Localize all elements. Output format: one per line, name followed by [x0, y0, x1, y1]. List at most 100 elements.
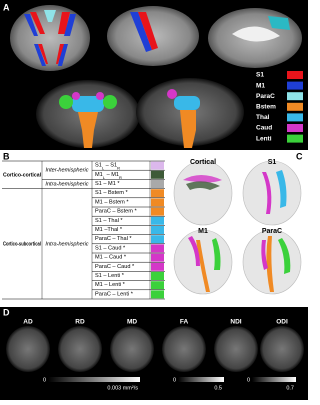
pair-label: S1 – Thal *: [95, 218, 123, 224]
legend-swatch: [287, 92, 303, 101]
pair-text: S1 – Thal *: [95, 218, 123, 224]
colorbar-min: 0: [247, 377, 250, 383]
pair-text: R: [119, 174, 122, 179]
tract-title: S1: [268, 159, 277, 166]
pair-swatch: [151, 198, 164, 207]
map-image: [214, 326, 258, 372]
pair-text: S1: [95, 163, 102, 169]
legend-swatch: [287, 113, 303, 122]
pair-text: R: [117, 165, 120, 170]
map-title: AD: [23, 319, 33, 326]
hemisphere-label: Inter-hemispheric: [45, 168, 88, 174]
legend-label: ParaC: [256, 93, 275, 100]
colorbar-max: 0.5: [214, 385, 222, 391]
panel-label: D: [3, 307, 10, 317]
legend-label: S1: [256, 72, 264, 79]
legend-swatch: [287, 102, 303, 111]
pair-swatch: [151, 253, 164, 262]
panel-label: C: [296, 151, 303, 161]
legend-label: M1: [256, 82, 265, 89]
pair-swatch: [151, 207, 164, 216]
pair-swatch: [151, 161, 164, 170]
pair-swatch: [151, 216, 164, 225]
map-title: ODI: [276, 319, 288, 326]
colorbar-max: 0.7: [286, 385, 294, 391]
legend-label: Caud: [256, 125, 272, 132]
map-image: [260, 326, 304, 372]
tract-title: ParaC: [262, 228, 282, 235]
pair-text: – S1: [104, 163, 117, 169]
pair-text: M1 – Lenti *: [95, 283, 126, 289]
pair-label: ParaC – Lenti *: [95, 292, 134, 298]
colorbar: [48, 377, 140, 382]
pair-label: ParaC – Caud *: [95, 264, 135, 270]
pair-text: M1 – Bstem *: [95, 200, 129, 206]
pair-text: L: [102, 165, 105, 170]
pair-label: S1 – Caud *: [95, 246, 126, 252]
panel-label: B: [3, 151, 10, 161]
pair-text: ParaC – Caud *: [95, 264, 135, 270]
pair-text: S1 – Bstem *: [95, 191, 128, 197]
pair-swatch: [151, 189, 164, 198]
brain-renders: [10, 5, 302, 148]
map-title: FA: [180, 319, 189, 326]
pair-label: S1 – Lenti *: [95, 273, 125, 279]
legend-label: Lenti: [256, 135, 272, 142]
pair-text: S1 – Lenti *: [95, 273, 125, 279]
pair-label: M1L – M1R: [95, 172, 122, 179]
pair-text: M1 – Caud *: [95, 255, 127, 261]
legend-label: Thal: [256, 114, 270, 121]
category-label: Cortico-subcortical: [3, 241, 41, 247]
tractography: [173, 160, 302, 295]
hemisphere-label: Intra-hemispheric: [45, 241, 88, 247]
pair-text: ParaC – Thal *: [95, 237, 132, 243]
pair-text: L: [103, 174, 106, 179]
colorbar: [252, 377, 296, 382]
pair-label: M1 – Caud *: [95, 255, 127, 261]
pair-swatch: [151, 170, 164, 179]
map-image: [110, 326, 154, 372]
pair-swatch: [151, 226, 164, 234]
pair-label: M1 –Thal *: [95, 227, 123, 233]
map-image: [58, 326, 102, 372]
legend-swatch: [287, 81, 303, 90]
tract-title: Cortical: [190, 159, 216, 166]
legend-label: Bstem: [256, 104, 276, 111]
pair-swatch: [151, 281, 164, 290]
category-label: Cortico-cortical: [3, 172, 41, 178]
map-image: [162, 326, 206, 372]
legend-swatch: [287, 71, 303, 79]
colorbar-min: 0: [43, 377, 46, 383]
pair-swatch: [151, 262, 164, 271]
colorbar-min: 0: [173, 377, 176, 383]
pair-swatch: [151, 180, 164, 188]
page: {"panel_a": {"label": "A", "legend": [ {…: [0, 0, 308, 400]
pair-swatch: [151, 235, 164, 244]
legend-swatch: [287, 134, 303, 143]
colorbar: [178, 377, 224, 382]
hemisphere-label: Intra-hemispheric: [45, 181, 88, 187]
pair-label: M1 – Bstem *: [95, 200, 129, 206]
pair-label: M1 – Lenti *: [95, 283, 126, 289]
pair-label: S1 – Bstem *: [95, 191, 128, 197]
pair-label: ParaC – Bstem *: [95, 209, 137, 215]
panel-label: A: [3, 2, 10, 12]
colorbar-max: 0.003 mm²/s: [107, 385, 138, 391]
pair-text: ParaC – Lenti *: [95, 292, 134, 298]
pair-text: S1 – Caud *: [95, 246, 126, 252]
pair-swatch: [151, 244, 164, 253]
legend: S1 M1 ParaC Bstem Thal Caud Lenti: [256, 71, 303, 143]
pair-label: S1L – S1R: [95, 163, 120, 170]
pair-label: S1 – M1 *: [95, 181, 120, 187]
pair-swatch: [151, 290, 164, 299]
pair-swatch: [151, 272, 164, 280]
pair-label: ParaC – Thal *: [95, 237, 132, 243]
dwi-maps: AD RD MD FA NDI ODI 0 0.003 mm²/s 0 0.5 0 0.7: [6, 319, 304, 391]
map-image: [6, 326, 50, 372]
map-title: RD: [75, 319, 85, 326]
pair-text: M1 –Thal *: [95, 227, 123, 233]
pair-text: – M1: [105, 172, 119, 178]
tract-title: M1: [198, 228, 208, 235]
